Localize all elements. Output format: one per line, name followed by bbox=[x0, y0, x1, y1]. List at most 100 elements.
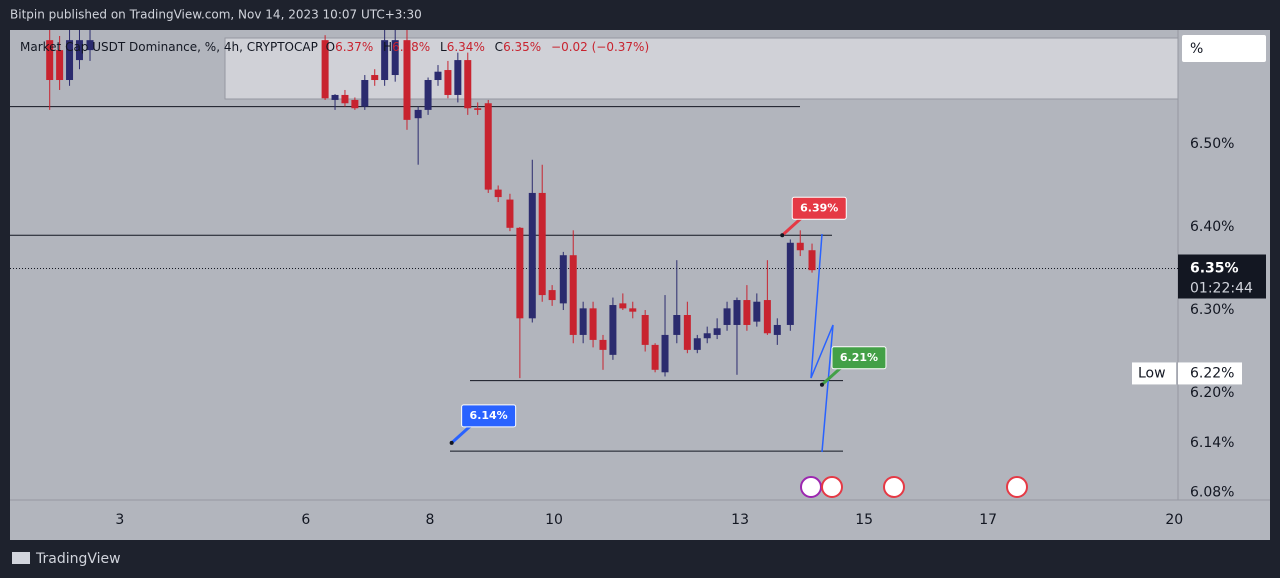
candle-body bbox=[796, 242, 804, 251]
candle-body bbox=[629, 308, 637, 312]
legend-c: C bbox=[495, 40, 503, 54]
legend-h: H bbox=[383, 40, 392, 54]
y-tick-label: 6.14% bbox=[1190, 435, 1234, 451]
candle-body bbox=[414, 109, 422, 119]
legend: Market Cap USDT Dominance, %, 4h, CRYPTO… bbox=[20, 40, 649, 54]
candle-body bbox=[753, 301, 761, 322]
legend-o: O bbox=[326, 40, 335, 54]
callout-anchor bbox=[780, 233, 785, 238]
candle-body bbox=[75, 40, 83, 61]
candle-body bbox=[548, 290, 556, 301]
x-tick-label: 17 bbox=[979, 512, 997, 528]
candle-body bbox=[321, 40, 329, 99]
legend-open: 6.37% bbox=[335, 40, 373, 54]
legend-change: −0.02 (−0.37%) bbox=[551, 40, 649, 54]
candle-body bbox=[371, 75, 379, 81]
header: Bitpin published on TradingView.com, Nov… bbox=[10, 8, 422, 22]
last-price-label: 6.35% bbox=[1190, 261, 1239, 277]
x-tick-label: 3 bbox=[115, 512, 124, 528]
low-value: 6.22% bbox=[1190, 365, 1234, 381]
candle-body bbox=[733, 300, 741, 325]
candle-body bbox=[341, 94, 349, 104]
candle-body bbox=[619, 303, 627, 309]
candle-body bbox=[641, 315, 649, 345]
candle-body bbox=[444, 70, 452, 95]
y-tick-label: 6.08% bbox=[1190, 485, 1234, 501]
candle-body bbox=[723, 308, 731, 325]
candle-body bbox=[434, 71, 442, 81]
forecast-path bbox=[810, 233, 834, 453]
candle-body bbox=[424, 80, 432, 110]
callout-box bbox=[791, 196, 847, 220]
y-tick-label: 6.50% bbox=[1190, 136, 1234, 152]
y-tick-label: 6.40% bbox=[1190, 219, 1234, 235]
candle-body bbox=[703, 333, 711, 339]
candle-body bbox=[609, 305, 617, 355]
candle-body bbox=[381, 40, 389, 81]
candle-body bbox=[506, 199, 514, 228]
scale-button[interactable] bbox=[1182, 35, 1266, 62]
candle-body bbox=[599, 339, 607, 350]
x-tick-label: 8 bbox=[425, 512, 434, 528]
candle-body bbox=[773, 324, 781, 335]
x-tick-label: 15 bbox=[855, 512, 873, 528]
candle-body bbox=[351, 99, 359, 109]
candle-body bbox=[516, 227, 524, 319]
candle-body bbox=[56, 50, 64, 81]
candle-body bbox=[589, 308, 597, 340]
callout-pointer bbox=[820, 365, 843, 386]
x-tick-label: 6 bbox=[301, 512, 310, 528]
callout-anchor bbox=[449, 440, 454, 445]
legend-symbol: Market Cap USDT Dominance, %, 4h, CRYPTO… bbox=[20, 40, 318, 54]
candle-body bbox=[46, 40, 54, 81]
y-tick-label: 6.30% bbox=[1190, 302, 1234, 318]
x-tick-label: 20 bbox=[1165, 512, 1183, 528]
candle-body bbox=[484, 103, 492, 190]
candle-body bbox=[66, 40, 74, 81]
footer-logo bbox=[12, 552, 30, 564]
x-tick-label: 10 bbox=[545, 512, 563, 528]
footer: TradingView bbox=[35, 551, 121, 567]
candle-body bbox=[559, 255, 567, 304]
scale-label[interactable]: % bbox=[1190, 41, 1203, 57]
countdown: 01:22:44 bbox=[1190, 281, 1253, 297]
candle-body bbox=[693, 338, 701, 350]
low-name-badge bbox=[1132, 362, 1176, 385]
candle-body bbox=[528, 192, 536, 319]
candle-body bbox=[403, 40, 411, 120]
low-name: Low bbox=[1138, 365, 1166, 381]
low-value-badge bbox=[1178, 362, 1242, 385]
candle-body bbox=[474, 108, 482, 110]
candle-body bbox=[331, 94, 339, 100]
candle-body bbox=[454, 60, 462, 95]
candle-body bbox=[763, 300, 771, 334]
candle-body bbox=[673, 315, 681, 335]
callout-pointer bbox=[450, 423, 473, 444]
legend-low: 6.34% bbox=[447, 40, 485, 54]
chart-background bbox=[10, 30, 1270, 540]
y-tick-label: 6.20% bbox=[1190, 385, 1234, 401]
candle-body bbox=[808, 250, 816, 271]
callout-box bbox=[831, 346, 887, 370]
candle-body bbox=[713, 328, 721, 335]
callout-label: 6.21% bbox=[840, 351, 878, 364]
candle-body bbox=[361, 80, 369, 107]
callout-box bbox=[461, 404, 517, 428]
legend-high: 6.38% bbox=[392, 40, 430, 54]
callout-pointer bbox=[781, 216, 804, 237]
candle-body bbox=[786, 242, 794, 325]
candle-body bbox=[743, 300, 751, 325]
callout-label: 6.39% bbox=[800, 201, 838, 214]
callout-label: 6.14% bbox=[470, 409, 508, 422]
candle-body bbox=[494, 189, 502, 198]
event-icons bbox=[800, 476, 1028, 498]
candle-body bbox=[661, 334, 669, 373]
candle-body bbox=[651, 344, 659, 370]
candle-body bbox=[464, 60, 472, 109]
candle-body bbox=[538, 192, 546, 296]
candle-body bbox=[569, 255, 577, 335]
x-tick-label: 13 bbox=[731, 512, 749, 528]
legend-l: L bbox=[440, 40, 447, 54]
